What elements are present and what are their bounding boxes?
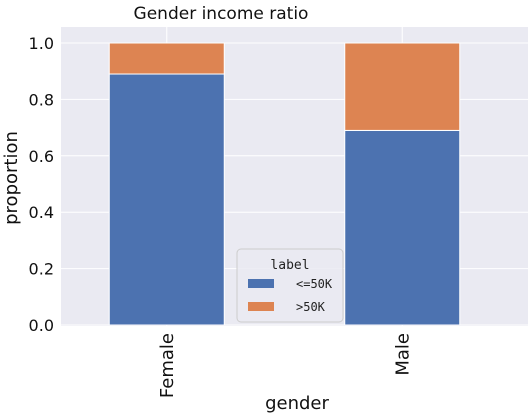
- x-axis-label: gender: [265, 393, 329, 414]
- legend-label-le50k: <=50K: [296, 277, 333, 291]
- bar-female-gt50k: [108, 42, 225, 75]
- legend-label-gt50k: >50K: [296, 300, 326, 314]
- y-tick-label: 0.8: [29, 90, 54, 109]
- x-tick-label: Male: [392, 333, 413, 376]
- chart-title: Gender income ratio: [134, 4, 309, 24]
- x-tick-label: Female: [157, 333, 178, 398]
- legend: label <=50K >50K: [236, 248, 344, 323]
- legend-swatch-le50k: [248, 279, 274, 288]
- y-tick-label: 1.0: [29, 34, 54, 53]
- x-ticks: Female Male: [157, 333, 414, 398]
- y-tick-label: 0.4: [29, 203, 54, 222]
- bars: [108, 42, 461, 326]
- y-tick-label: 0.0: [29, 316, 54, 335]
- bar-male-gt50k: [344, 42, 461, 131]
- legend-swatch-gt50k: [248, 302, 274, 311]
- y-tick-label: 0.6: [29, 147, 54, 166]
- y-axis-label: proportion: [1, 131, 22, 225]
- y-ticks: 0.0 0.2 0.4 0.6 0.8 1.0: [29, 34, 54, 335]
- legend-title: label: [270, 258, 309, 273]
- bar-male-le50k: [344, 129, 461, 326]
- bar-female-le50k: [108, 73, 225, 326]
- y-tick-label: 0.2: [29, 260, 54, 279]
